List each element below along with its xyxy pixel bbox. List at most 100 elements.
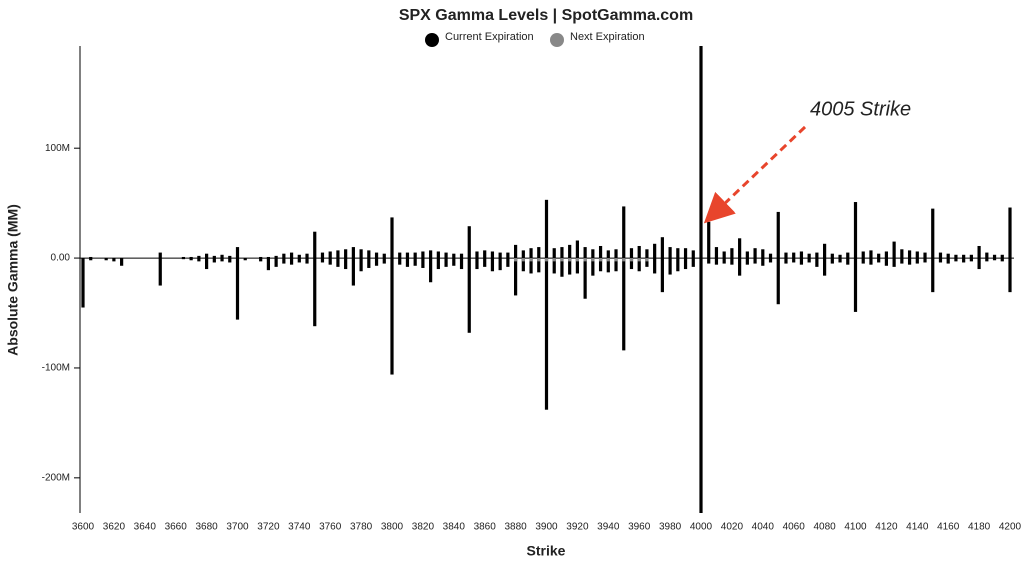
bar <box>730 258 734 265</box>
bar <box>784 252 788 259</box>
bar <box>197 258 201 262</box>
bar <box>220 254 224 259</box>
bar <box>583 258 587 262</box>
x-tick-label: 4100 <box>844 522 867 533</box>
bar <box>413 258 417 266</box>
x-tick-label: 4080 <box>813 522 836 533</box>
bar <box>205 253 209 259</box>
bar <box>614 249 618 259</box>
bar <box>660 237 664 259</box>
bar <box>374 252 379 259</box>
bar <box>212 255 216 259</box>
bar <box>853 202 858 259</box>
bar <box>413 252 417 259</box>
bar <box>691 258 695 267</box>
bar <box>838 254 842 259</box>
bar <box>598 258 603 262</box>
bar <box>846 258 850 265</box>
bar <box>289 258 294 265</box>
bar <box>907 258 912 265</box>
bar <box>799 251 804 259</box>
x-tick-label: 3880 <box>504 522 527 533</box>
bar <box>776 258 780 305</box>
bar <box>730 248 734 259</box>
legend-marker <box>550 33 564 47</box>
bar <box>900 249 904 259</box>
bar <box>405 252 410 259</box>
bar <box>421 251 425 259</box>
y-tick-label: -100M <box>42 363 70 374</box>
x-tick-label: 3780 <box>350 522 373 533</box>
bar <box>962 258 966 263</box>
bar <box>1008 258 1012 293</box>
bar <box>869 250 873 259</box>
bar <box>228 255 232 259</box>
bar <box>784 258 788 264</box>
bar <box>985 258 989 262</box>
bar <box>792 258 796 263</box>
bar <box>830 253 834 259</box>
bar <box>884 251 888 259</box>
bar <box>112 258 116 262</box>
x-axis-label: Strike <box>527 543 566 559</box>
bar <box>931 258 935 293</box>
x-tick-label: 3760 <box>319 522 342 533</box>
bar <box>645 258 649 267</box>
bar <box>637 245 641 259</box>
bar <box>235 258 240 320</box>
x-tick-label: 4000 <box>690 522 713 533</box>
bar <box>521 258 525 262</box>
x-tick-label: 3700 <box>226 522 249 533</box>
x-tick-label: 3940 <box>597 522 620 533</box>
bar <box>344 249 348 259</box>
bar <box>552 248 556 259</box>
x-tick-label: 3920 <box>566 522 589 533</box>
bar <box>807 258 811 263</box>
bar <box>745 258 749 265</box>
bar <box>699 46 703 259</box>
x-tick-label: 3860 <box>474 522 497 533</box>
bar <box>544 199 549 259</box>
bar <box>521 258 525 272</box>
bar <box>259 258 263 262</box>
bar <box>722 258 726 264</box>
bar <box>606 258 610 273</box>
bar <box>552 258 556 274</box>
bar <box>382 258 386 264</box>
x-tick-label: 3960 <box>628 522 651 533</box>
chart-title: SPX Gamma Levels | SpotGamma.com <box>399 7 693 24</box>
bar <box>707 221 711 259</box>
bar <box>575 240 579 259</box>
bar <box>328 251 332 259</box>
y-tick-label: 100M <box>45 143 70 154</box>
bar <box>877 253 881 259</box>
bar <box>359 249 363 259</box>
bar <box>181 256 186 259</box>
bar <box>158 258 162 286</box>
bar <box>892 258 896 267</box>
bar <box>861 258 865 264</box>
bar <box>212 258 216 263</box>
bar <box>591 258 595 262</box>
x-tick-label: 3680 <box>195 522 218 533</box>
bar <box>328 258 332 265</box>
bar <box>560 258 564 277</box>
bar <box>614 258 618 262</box>
bar <box>591 258 595 276</box>
bar <box>830 258 834 264</box>
bar <box>992 258 997 261</box>
bar <box>583 258 587 299</box>
bar <box>738 238 742 259</box>
bar <box>81 258 85 308</box>
bar <box>274 258 278 267</box>
bar <box>699 258 703 513</box>
bar <box>884 258 888 266</box>
x-tick-label: 4140 <box>906 522 929 533</box>
x-tick-label: 4120 <box>875 522 898 533</box>
legend-marker <box>425 33 439 47</box>
bar <box>915 258 919 264</box>
bar <box>606 250 610 259</box>
annotation-arrow <box>703 125 807 224</box>
bar <box>483 250 487 259</box>
